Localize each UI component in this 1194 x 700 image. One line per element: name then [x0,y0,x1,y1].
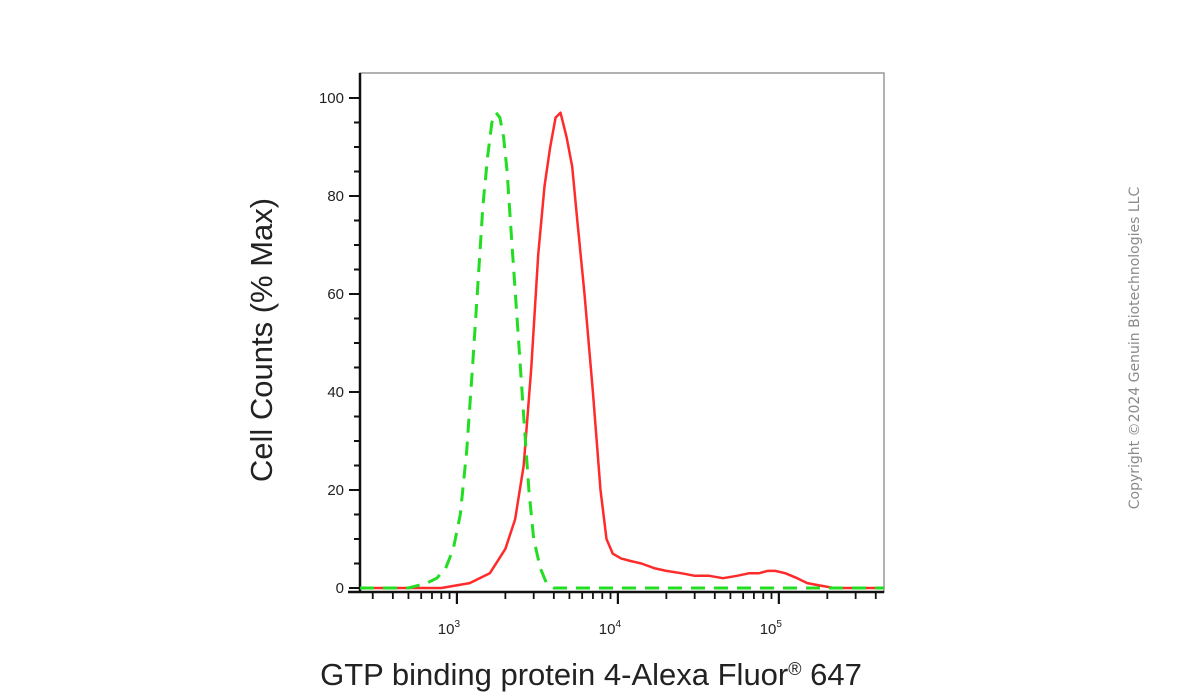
y-tick-label: 0 [336,580,344,597]
x-axis-label-registered: ® [788,659,801,679]
plot-border [359,72,885,593]
copyright-watermark: Copyright ©2024 Genuin Biotechnologies L… [1127,187,1143,510]
series-control-line [360,111,884,590]
y-tick-label: 20 [327,482,344,499]
y-tick-label: 80 [327,188,344,205]
y-axis-label: Cell Counts (% Max) [244,198,279,482]
x-axis: 103 104 105 [371,592,877,638]
x-tick-label: 105 [760,619,783,638]
series-layer [360,111,884,590]
plot-frame [348,72,885,594]
x-axis-label-main: GTP binding protein 4-Alexa Fluor [320,657,788,692]
x-tick-label: 103 [438,619,461,638]
x-axis-label: GTP binding protein 4-Alexa Fluor® 647 [320,657,862,692]
x-tick-label: 104 [599,619,622,638]
y-tick-label: 60 [327,286,344,303]
y-tick-label: 40 [327,384,344,401]
series-sample-line [360,111,884,590]
y-tick-label: 100 [319,90,344,107]
x-axis-label-suffix: 647 [802,657,862,692]
y-axis: 0 20 40 60 80 100 [319,90,360,597]
